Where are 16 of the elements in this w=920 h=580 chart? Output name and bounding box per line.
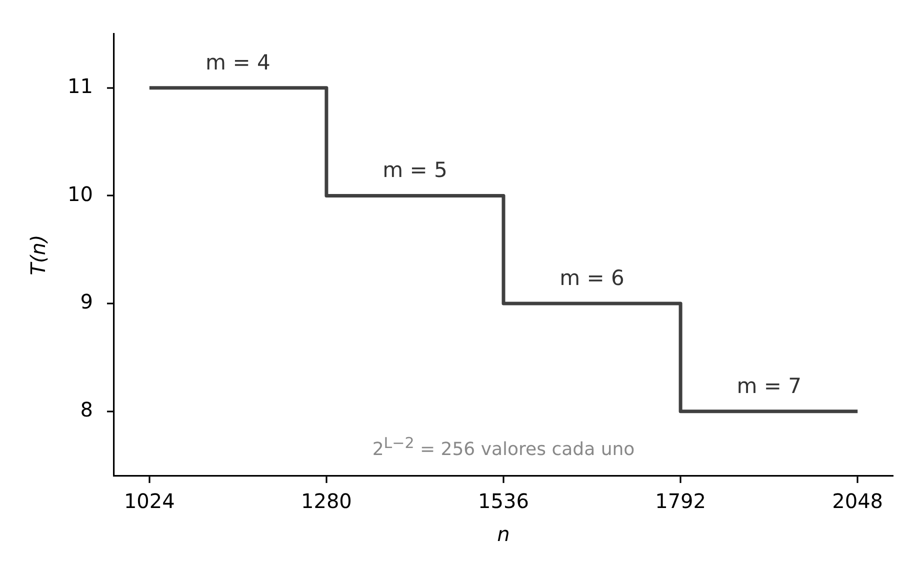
annotation: m = 6 bbox=[560, 266, 624, 290]
x-axis-title: n bbox=[497, 522, 510, 546]
y-axis-title: T(n) bbox=[26, 234, 50, 276]
annotation: m = 7 bbox=[736, 374, 802, 398]
x-tick-label: 1024 bbox=[124, 489, 175, 514]
x-tick-label: 1280 bbox=[301, 489, 352, 514]
x-tick-label: 1792 bbox=[655, 489, 706, 514]
annotation: m = 5 bbox=[382, 158, 448, 182]
x-tick-label: 2048 bbox=[832, 489, 884, 514]
annotation: m = 4 bbox=[206, 50, 270, 74]
annotation: 2$^{L−2}$ = 256 valores cada uno bbox=[372, 434, 635, 460]
y-tick-label: 10 bbox=[68, 182, 93, 206]
y-tick-label: 8 bbox=[80, 398, 93, 422]
x-tick-label: 1536 bbox=[478, 489, 529, 514]
y-tick-label: 9 bbox=[80, 290, 93, 314]
y-tick-label: 11 bbox=[68, 74, 93, 98]
